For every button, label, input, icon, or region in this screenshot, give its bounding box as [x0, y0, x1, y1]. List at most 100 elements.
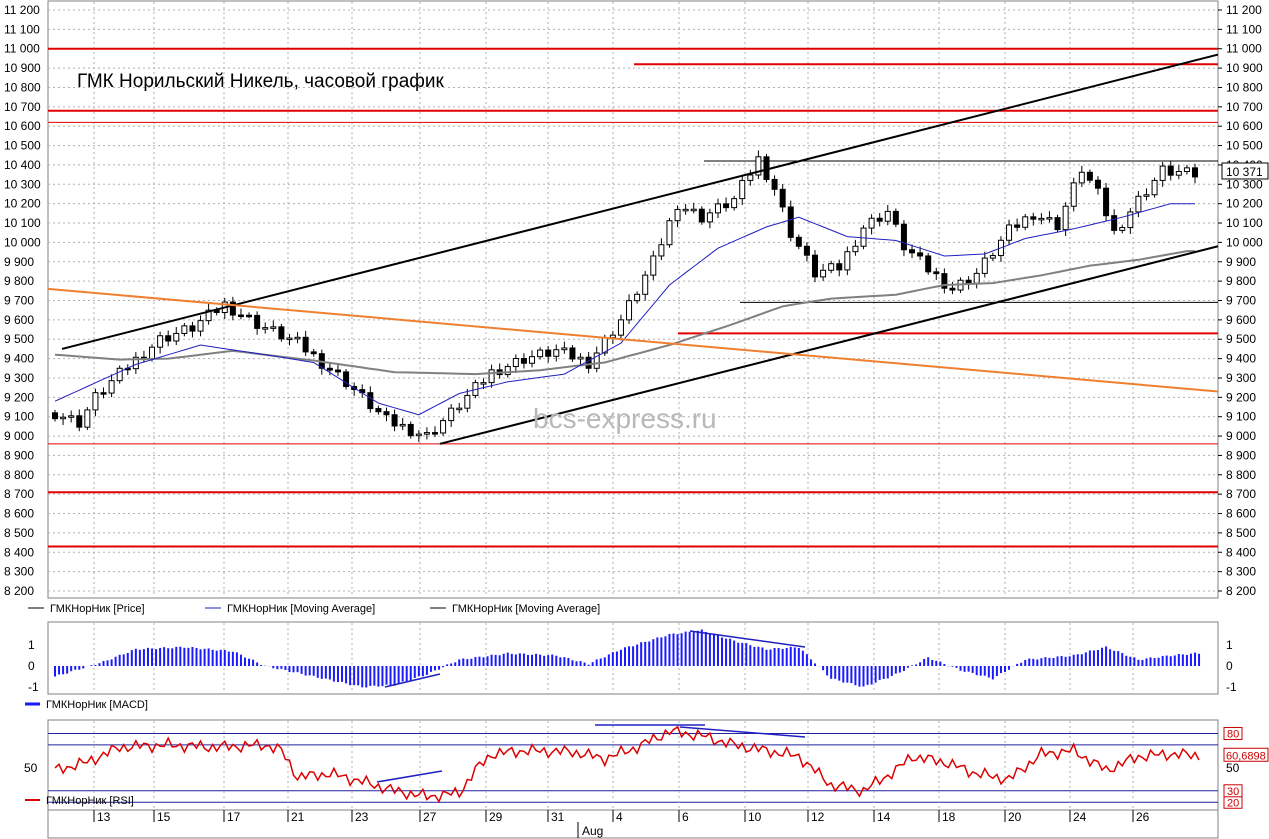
y-tick-label-right: 11 100	[1226, 22, 1262, 36]
candle-body	[949, 287, 956, 291]
macd-tick-left: 0	[28, 659, 35, 673]
candle-body	[432, 432, 438, 435]
candle-body	[246, 314, 253, 318]
candle-body	[383, 411, 390, 416]
candle-body	[108, 380, 115, 394]
candle-body	[634, 293, 641, 302]
candle-body	[1167, 165, 1174, 176]
y-tick-label-left: 8 700	[4, 487, 34, 501]
y-tick-label-left: 9 600	[4, 313, 34, 327]
y-tick-label-right: 9 300	[1226, 371, 1256, 385]
candle-body	[787, 206, 794, 238]
candle-body	[892, 210, 899, 225]
rsi-level-label: 80	[1227, 728, 1239, 740]
date-label: 21	[291, 810, 305, 824]
y-tick-label-left: 10 700	[4, 100, 41, 114]
y-tick-label-right: 9 600	[1226, 313, 1256, 327]
candle-body	[302, 336, 309, 353]
y-tick-label-right: 8 600	[1226, 507, 1256, 521]
y-tick-label-left: 9 700	[4, 294, 34, 308]
candle-body	[456, 407, 463, 411]
candle-body	[1062, 205, 1069, 231]
candle-body	[537, 349, 544, 358]
candle-body	[723, 203, 730, 209]
candle-body	[92, 392, 99, 411]
candle-body	[440, 420, 447, 434]
chart-title: ГМК Норильский Никель, часовой график	[77, 71, 445, 92]
rsi-divergence-high	[679, 726, 806, 738]
y-tick-label-right: 8 300	[1226, 565, 1256, 579]
y-tick-label-right: 8 500	[1226, 526, 1256, 540]
candle-body	[1014, 224, 1021, 228]
candle-body	[1111, 215, 1118, 231]
date-label: 24	[1073, 810, 1087, 824]
price-overlays	[48, 47, 1218, 548]
candle-body	[674, 208, 681, 222]
date-label: 20	[1008, 810, 1022, 824]
macd-divergence-lines	[384, 630, 806, 688]
candle-body	[448, 407, 455, 422]
rsi-tick-left: 50	[24, 761, 38, 775]
macd-tick-left: -1	[28, 680, 39, 694]
legend-label: ГМКНорНик [Moving Average]	[452, 603, 600, 615]
macd-tick-right: 0	[1226, 659, 1233, 673]
date-axis-frame	[47, 809, 1219, 839]
rsi-level-label: 30	[1227, 786, 1239, 798]
macd-bars	[54, 629, 1201, 688]
price-axis-left: 8 200 8 300 8 400 8 500 8 600 8 700 8 800 8 900…	[4, 3, 41, 598]
candle-body	[116, 367, 123, 382]
candle-body	[714, 203, 721, 214]
y-tick-label-left: 8 300	[4, 565, 34, 579]
macd-legend: ГМКНорНик [MACD]	[25, 699, 148, 711]
price-legend: ГМКНорНик [Price] ГМКНорНик [Moving Avera…	[28, 603, 600, 615]
candle-body	[795, 236, 802, 247]
candle-body	[884, 210, 891, 222]
legend-label: ГМКНорНик [Moving Average]	[227, 603, 375, 615]
candle-body	[545, 349, 552, 357]
y-tick-label-right: 10 100	[1226, 216, 1263, 230]
y-tick-label-right: 11 200	[1226, 3, 1262, 17]
month-label: Aug	[582, 824, 603, 838]
rsi-last-box	[1223, 747, 1269, 762]
candle-body	[1175, 171, 1182, 176]
candle-body	[254, 314, 261, 329]
y-tick-label-right: 9 400	[1226, 352, 1256, 366]
candle-body	[933, 271, 940, 275]
candle-body	[197, 320, 204, 332]
y-tick-label-right: 10 800	[1226, 80, 1263, 94]
candle-body	[1022, 216, 1029, 228]
rsi-series-line	[54, 725, 1200, 804]
y-tick-label-right: 8 200	[1226, 584, 1256, 598]
y-tick-label-right: 10 500	[1226, 139, 1263, 153]
candle-body	[585, 356, 592, 369]
candle-body	[820, 269, 827, 278]
candle-body	[900, 223, 907, 251]
candle-body	[1151, 179, 1158, 196]
candle-body	[1086, 171, 1093, 181]
candle-body	[480, 382, 487, 385]
macd-divergence-high	[689, 630, 806, 648]
candle-body	[181, 325, 188, 334]
y-tick-label-left: 11 200	[4, 3, 40, 17]
candle-body	[577, 356, 584, 360]
candle-body	[326, 367, 333, 371]
candle-body	[812, 254, 818, 278]
y-tick-label-left: 9 200	[4, 390, 34, 404]
moving-average-fast	[54, 203, 1195, 416]
candle-body	[237, 314, 244, 318]
price-grid	[48, 2, 1218, 597]
candle-body	[917, 252, 924, 257]
candle-body	[229, 301, 236, 316]
candle-body	[973, 272, 980, 284]
y-tick-label-right: 8 700	[1226, 487, 1256, 501]
macd-grid: 1 1 0 0 -1 -1	[28, 623, 1237, 694]
candle-body	[132, 356, 139, 370]
candle-body	[617, 319, 624, 336]
candle-body	[278, 326, 285, 340]
candle-body	[149, 346, 156, 360]
candle-body	[925, 255, 932, 273]
candle-body	[262, 327, 269, 330]
y-tick-label-left: 10 300	[4, 177, 41, 191]
price-trendlines	[47, 53, 1219, 445]
y-tick-label-right: 9 800	[1226, 274, 1256, 288]
